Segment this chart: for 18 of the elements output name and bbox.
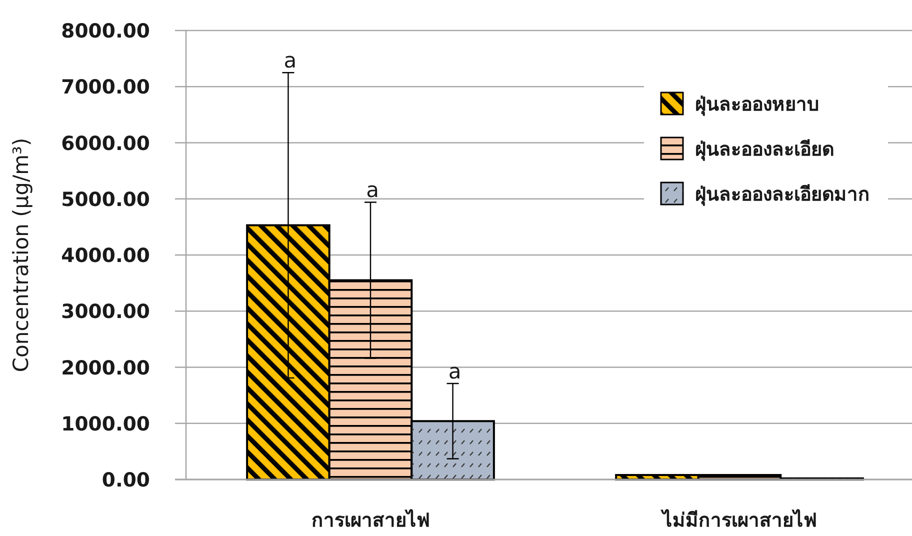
y-tick-label: 4000.00 [61, 244, 150, 268]
y-tick-label: 8000.00 [61, 20, 150, 43]
y-tick-label: 1000.00 [61, 412, 150, 436]
y-axis-title: Concentration (µg/m³) [9, 138, 33, 372]
x-tick-label: ไม่มีการเผาสายไฟ [660, 508, 816, 532]
legend-label: ฝุ่นละอองละเอียดมาก [695, 183, 870, 206]
y-tick-label: 0.00 [102, 468, 150, 492]
annotation: a [366, 178, 379, 202]
x-tick-label: การเผาสายไฟ [312, 508, 430, 532]
y-tick-label: 2000.00 [61, 356, 150, 380]
y-tick-label: 5000.00 [61, 188, 150, 211]
y-tick-label: 7000.00 [61, 76, 150, 99]
legend-label: ฝุ่นละอองละเอียด [695, 138, 834, 162]
legend-label: ฝุ่นละอองหยาบ [695, 93, 819, 116]
annotation: a [284, 48, 297, 73]
y-tick-label: 3000.00 [61, 300, 150, 324]
y-tick-label: 6000.00 [61, 132, 150, 155]
annotation: a [448, 360, 462, 384]
